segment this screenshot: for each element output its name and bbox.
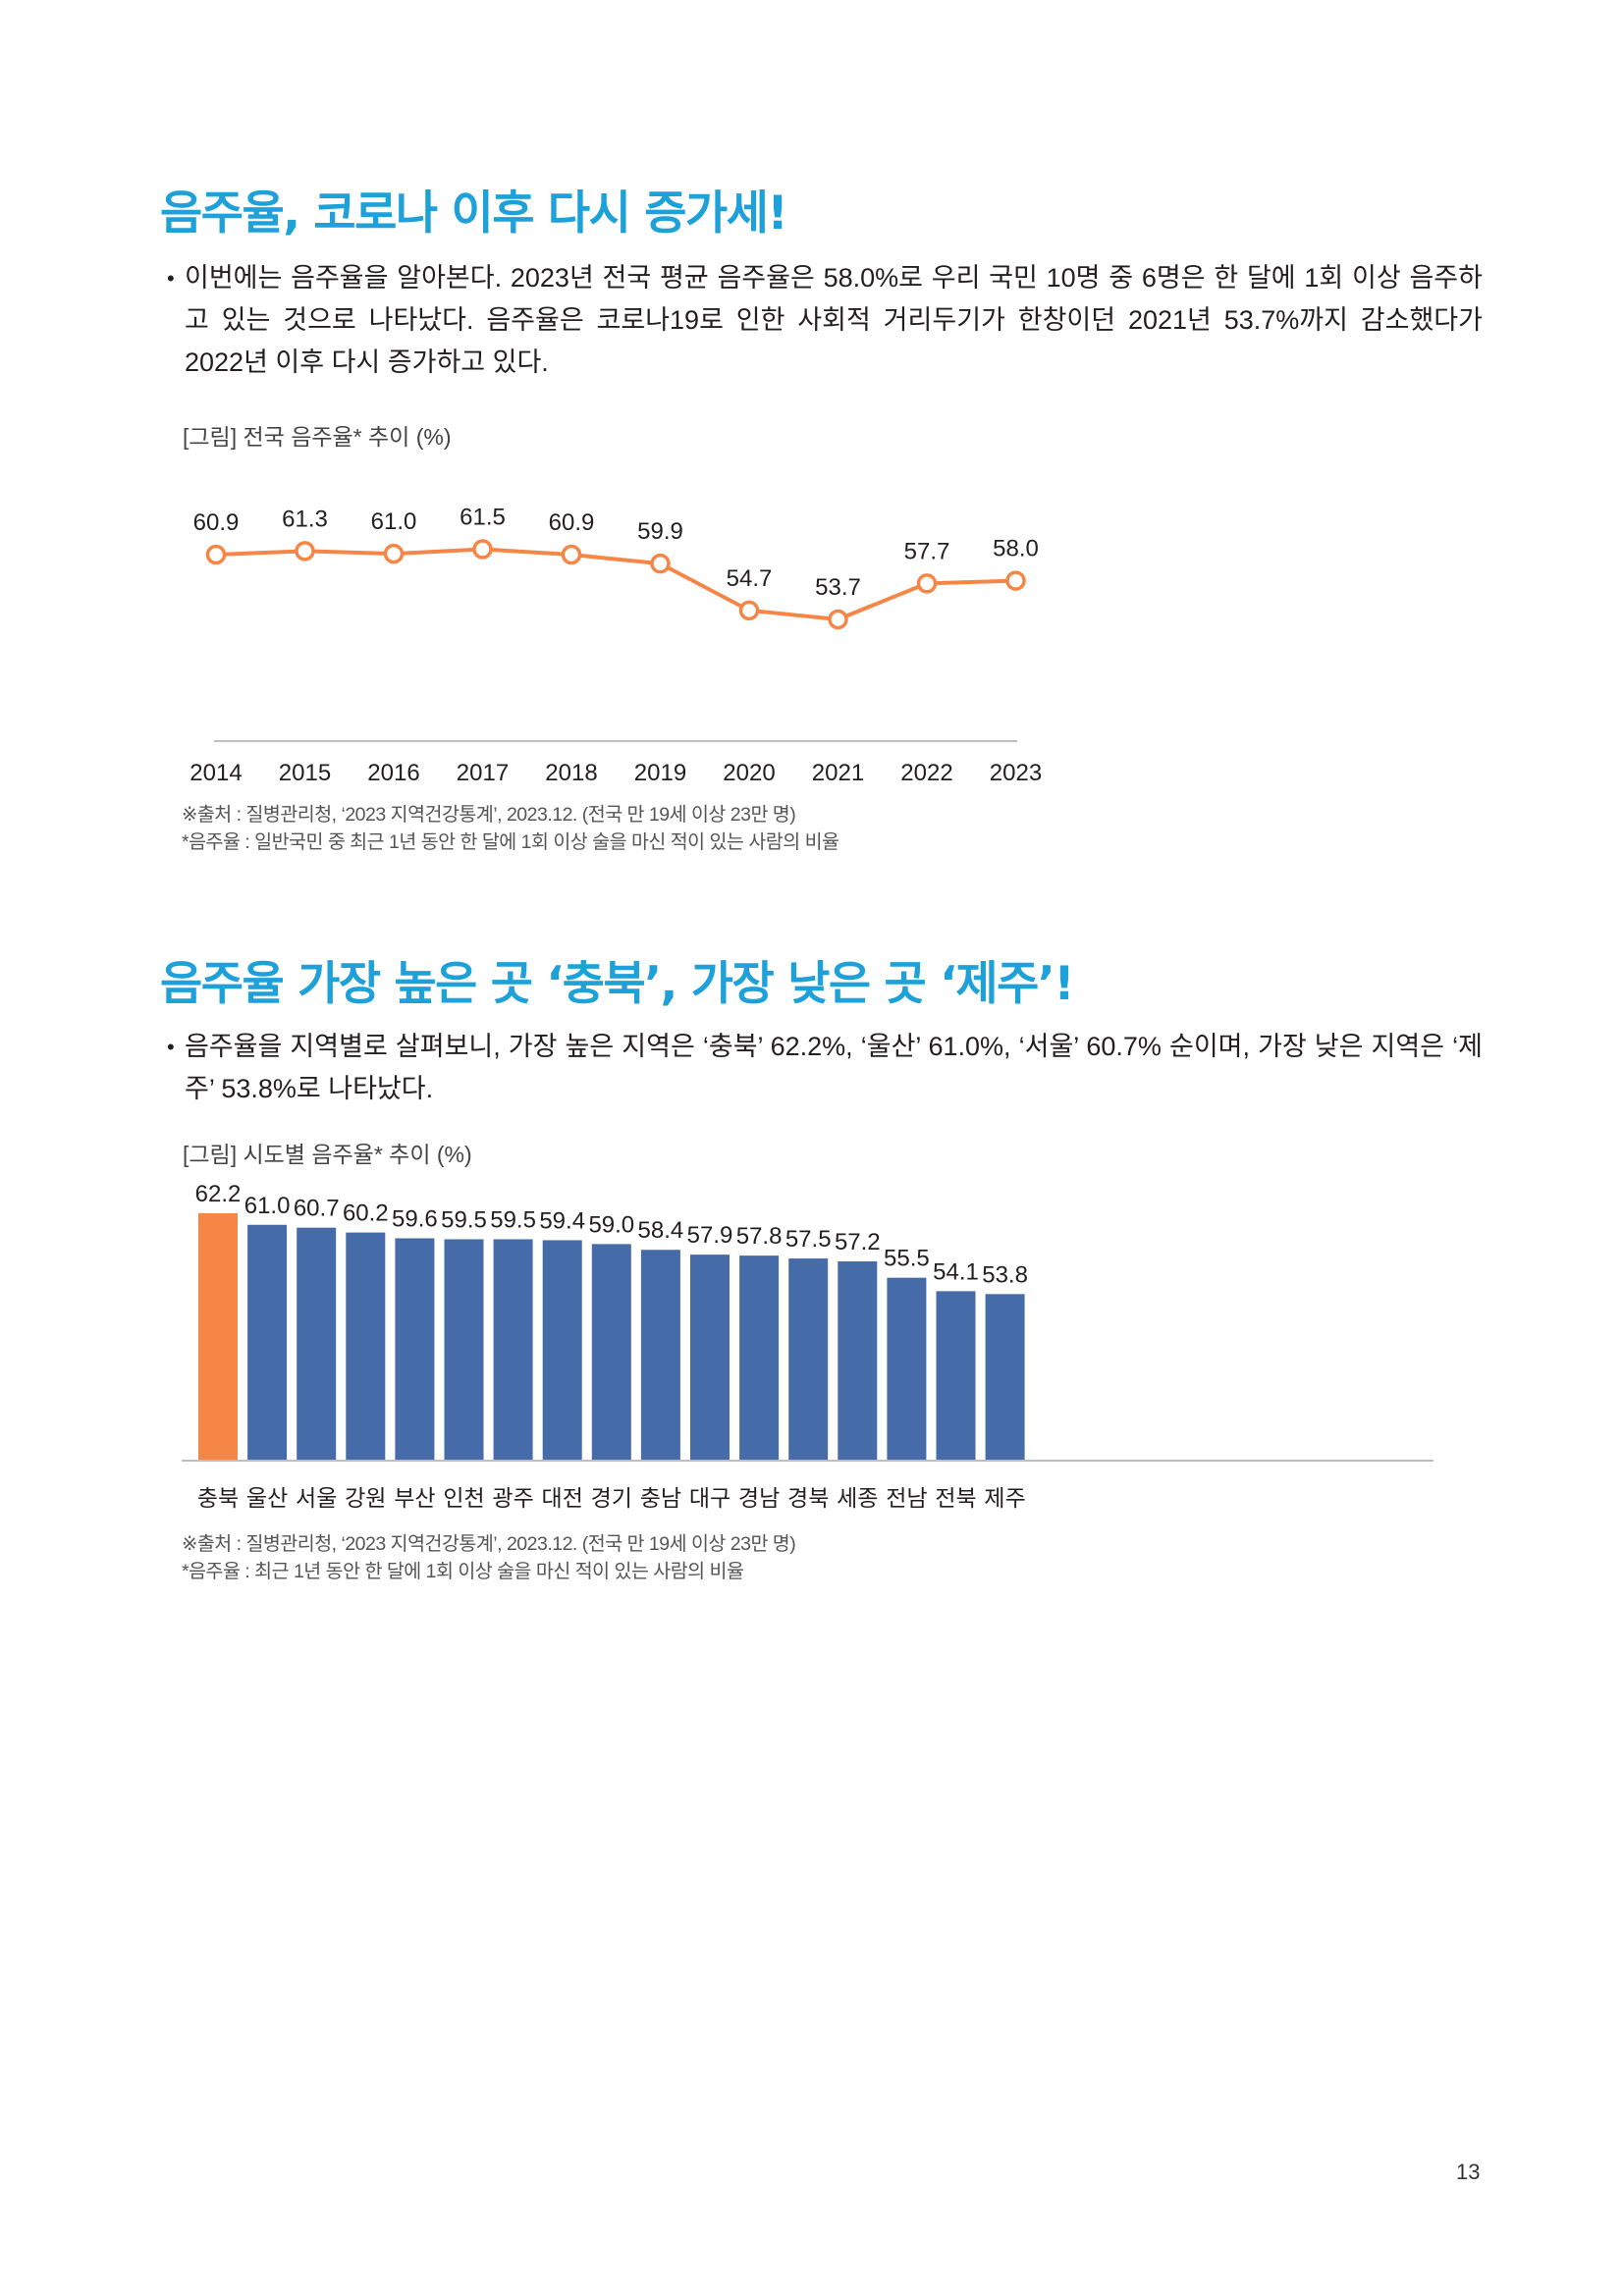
line-data-label: 54.7 [727,565,773,592]
line-x-tick-label: 2023 [990,760,1042,786]
bar-1 [247,1224,288,1460]
section1-heading: 음주율, 코로나 이후 다시 증가세! [160,187,788,240]
bar-category-label: 대구 [689,1485,730,1511]
bar-data-label: 59.0 [588,1211,634,1238]
bar-category-label: 부산 [394,1485,435,1511]
bar-data-label: 55.5 [884,1246,930,1272]
bar-15 [936,1291,976,1460]
bar-data-label: 59.6 [392,1205,438,1232]
bar-data-label: 62.2 [195,1181,242,1207]
line-point-marker [561,544,582,565]
bar-6 [493,1239,533,1460]
bar-category-label: 울산 [246,1485,288,1511]
bar-2 [297,1227,337,1460]
line-chart-source-note: ※출처 : 질병관리청, ‘2023 지역건강통계’, 2023.12. (전국… [182,804,796,826]
bar-data-label: 53.8 [982,1261,1028,1288]
section2-heading: 음주율 가장 높은 곳 ‘충북’, 가장 낮은 곳 ‘제주’! [160,957,1075,1011]
bar-chart-caption: [그림] 시도별 음주율* 추이 (%) [183,1142,472,1167]
line-chart-definition-note: *음주율 : 일반국민 중 최근 1년 동안 한 달에 1회 이상 술을 마신 … [182,831,839,853]
bar-14 [887,1277,927,1460]
bar-category-label: 세종 [837,1485,878,1511]
bullet-icon: • [167,266,175,291]
bar-category-label: 서울 [296,1485,337,1511]
bar-category-label: 경기 [591,1485,632,1511]
bar-9 [640,1250,680,1460]
bar-0 [198,1213,238,1460]
bar-category-label: 전남 [886,1485,927,1511]
section2-paragraph: 음주율을 지역별로 살펴보니, 가장 높은 지역은 ‘충북’ 62.2%, ‘울… [185,1032,1483,1103]
bar-13 [838,1261,878,1460]
bar-11 [739,1255,780,1460]
line-x-tick-label: 2017 [457,760,509,786]
line-series-path [215,547,1016,622]
bar-data-label: 58.4 [638,1217,684,1244]
line-x-tick-label: 2014 [189,760,242,786]
line-point-marker [205,544,227,565]
line-data-label: 60.9 [193,509,240,536]
bar-16 [985,1294,1025,1460]
bar-data-label: 57.8 [736,1223,783,1250]
section1-paragraph-block: • 이번에는 음주율을 알아본다. 2023년 전국 평균 음주율은 58.0%… [167,257,1483,384]
section2-paragraph-block: • 음주율을 지역별로 살펴보니, 가장 높은 지역은 ‘충북’ 62.2%, … [167,1026,1483,1110]
line-point-marker [383,543,405,564]
line-point-marker [916,573,938,594]
bar-category-label: 전북 [935,1485,976,1511]
line-x-tick-label: 2022 [900,760,952,786]
line-point-marker [472,539,493,560]
bar-category-label: 광주 [492,1485,533,1511]
bar-category-label: 인천 [443,1485,484,1511]
line-point-marker [828,609,848,630]
line-data-label: 61.0 [371,508,417,535]
line-chart: 60.9 2014 61.3 2015 61.0 2016 61.5 2017 60.9 2018… [189,505,1042,787]
line-data-label: 61.5 [460,505,506,531]
line-x-tick-label: 2018 [545,760,597,786]
bar-4 [395,1238,435,1460]
bar-3 [346,1232,386,1460]
line-data-label: 61.3 [282,506,328,532]
bar-data-label: 60.2 [343,1201,389,1227]
bar-category-label: 제주 [984,1485,1025,1511]
line-point-marker [650,553,671,574]
line-x-tick-label: 2019 [634,760,686,786]
line-data-label: 59.9 [637,518,683,545]
bar-data-label: 59.5 [441,1206,487,1233]
bar-category-label: 경북 [787,1485,829,1511]
line-chart-caption: [그림] 전국 음주율* 추이 (%) [183,424,452,450]
bar-category-label: 충북 [197,1485,239,1511]
line-point-marker [738,600,760,621]
bar-8 [591,1244,631,1460]
bar-data-label: 57.2 [835,1229,881,1255]
bar-chart-source-note: ※출처 : 질병관리청, ‘2023 지역건강통계’, 2023.12. (전국… [182,1533,796,1555]
line-data-label: 53.7 [815,574,861,601]
line-x-tick-label: 2016 [367,760,419,786]
bar-10 [690,1255,730,1460]
bar-data-label: 57.9 [687,1222,733,1249]
bullet-icon: • [167,1035,175,1059]
bar-12 [788,1258,829,1460]
line-data-label: 57.7 [904,538,950,564]
bar-data-label: 60.7 [294,1196,340,1222]
line-data-label: 60.9 [549,509,595,536]
section1-paragraph: 이번에는 음주율을 알아본다. 2023년 전국 평균 음주율은 58.0%로 … [185,263,1483,377]
bar-chart-definition-note: *음주율 : 최근 1년 동안 한 달에 1회 이상 술을 마신 적이 있는 사… [182,1561,744,1582]
bar-category-label: 대전 [542,1485,583,1511]
line-point-marker [1005,570,1026,591]
page-number: 13 [1456,2160,1481,2184]
bar-chart: 62.2 충북 61.0 울산 60.7 서울 60.2 강원 59.6 부산 59.5 인천 59.5… [182,1181,1434,1511]
bar-data-label: 59.4 [539,1207,585,1234]
bar-data-label: 57.5 [785,1226,832,1253]
bar-category-label: 경남 [738,1485,780,1511]
line-x-tick-label: 2021 [812,760,864,786]
bar-category-label: 강원 [345,1485,386,1511]
bar-data-label: 54.1 [933,1258,979,1285]
bar-data-label: 59.5 [490,1206,536,1233]
bar-category-label: 충남 [640,1485,681,1511]
bar-5 [444,1239,484,1460]
line-point-marker [295,541,315,561]
line-data-label: 58.0 [993,536,1039,562]
line-x-tick-label: 2020 [723,760,775,786]
bar-7 [542,1240,582,1460]
line-x-tick-label: 2015 [279,760,331,786]
bar-data-label: 61.0 [244,1193,291,1219]
